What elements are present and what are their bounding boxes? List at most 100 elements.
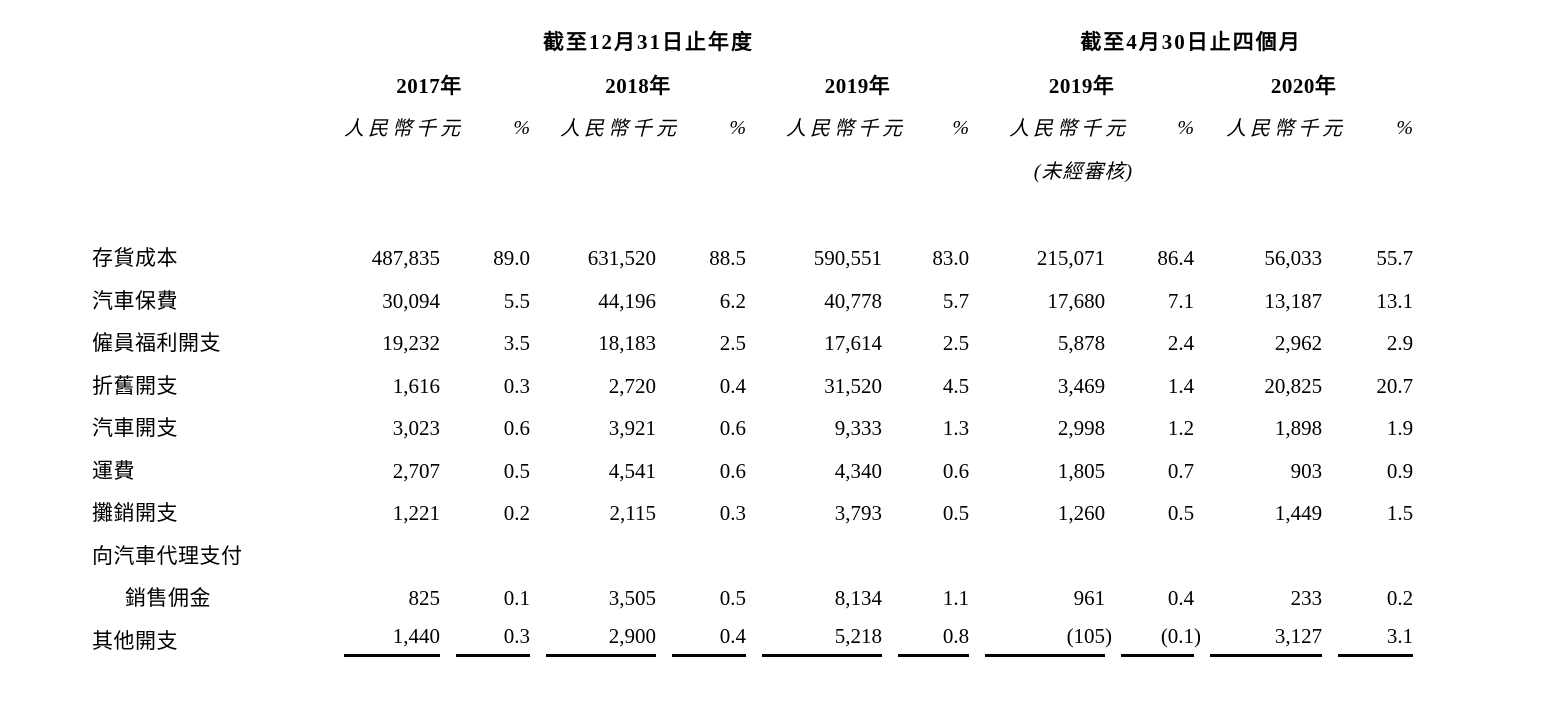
unaudited-cell: (未經審核) (969, 150, 1132, 192)
percent-cell: 2.5 (942, 331, 970, 356)
table-row: 存貨成本 487,835 89.0 631,520 88.5 590,551 83.0 215… (92, 237, 1413, 280)
percent-cell: 1.2 (1167, 416, 1195, 441)
percent-header: % (1396, 117, 1414, 139)
total-rule: 0.8 (898, 625, 970, 657)
row-label: 存貨成本 (92, 246, 178, 271)
amount-cell: 30,094 (382, 288, 440, 313)
header-spacer (92, 65, 328, 107)
amount-cell: 17,614 (824, 331, 882, 356)
percent-cell: 0.7 (1167, 458, 1195, 483)
percent-header: % (513, 117, 530, 139)
percent-cell (882, 535, 969, 578)
table-row: 汽車開支 3,023 0.6 3,921 0.6 9,333 1.3 2,998 1.2 1,89… (92, 407, 1413, 450)
table-body: 存貨成本 487,835 89.0 631,520 88.5 590,551 83.0 215… (92, 237, 1414, 663)
amount-cell: 44,196 (598, 288, 656, 313)
table-row: 折舊開支 1,616 0.3 2,720 0.4 31,520 4.5 3,469 1.4 20,… (92, 365, 1413, 408)
amount-cell: 233 (1290, 586, 1323, 611)
amount-cell: 3,127 (1194, 620, 1323, 663)
total-rule: 2,900 (546, 625, 656, 657)
amount-cell: 2,900 (530, 620, 656, 663)
percent-cell: 0.4 (656, 620, 746, 663)
amount-cell (328, 535, 440, 578)
amount-cell: 9,333 (834, 416, 882, 441)
percent-cell: 0.9 (1386, 458, 1414, 483)
percent-cell: 0.5 (942, 501, 970, 526)
total-rule: (105) (985, 625, 1112, 657)
amount-cell: 631,520 (587, 246, 656, 271)
total-rule: 5,218 (762, 625, 882, 657)
percent-cell: 0.5 (503, 458, 530, 483)
amount-cell: 3,921 (608, 416, 656, 441)
amount-cell: 13,187 (1264, 288, 1323, 313)
amount-cell: 2,962 (1274, 331, 1323, 356)
amount-cell: 1,898 (1274, 416, 1323, 441)
percent-header: % (1177, 117, 1195, 139)
percent-cell: 0.5 (1167, 501, 1195, 526)
percent-cell: 6.2 (719, 288, 746, 313)
row-label: 銷售佣金 (125, 586, 211, 611)
header-spacer (92, 150, 328, 192)
percent-cell: (0.1) (1105, 620, 1201, 663)
total-rule: (0.1) (1121, 625, 1201, 657)
amount-cell: 1,616 (392, 373, 440, 398)
row-label: 汽車保費 (92, 288, 178, 313)
unaudited-note: (未經審核) (1033, 160, 1134, 183)
percent-cell: 5.7 (942, 288, 970, 313)
table-row: 向汽車代理支付 (92, 535, 1413, 578)
percent-cell: 0.3 (503, 373, 530, 398)
percent-cell: 88.5 (709, 246, 746, 271)
percent-cell: 0.2 (1386, 586, 1414, 611)
year-header-2018: 2018年 (605, 73, 671, 98)
percent-cell: 0.6 (719, 458, 746, 483)
percent-cell: 1.1 (942, 586, 970, 611)
percent-cell: 20.7 (1376, 373, 1414, 398)
percent-cell: 0.4 (719, 373, 746, 398)
percent-cell (1105, 535, 1194, 578)
header-spacer (92, 192, 1413, 237)
header-spacer (1194, 150, 1322, 192)
group-header-year-ended-dec31: 截至12月31日止年度 (543, 30, 755, 55)
year-header-2020: 2020年 (1270, 73, 1337, 98)
unit-label: 人民幣千元 (344, 118, 464, 140)
amount-cell: 2,998 (1057, 416, 1106, 441)
percent-cell: 0.6 (503, 416, 530, 441)
amount-cell: 903 (1290, 458, 1323, 483)
table-header: 截至12月31日止年度 截至4月30日止四個月 2017年 2018年 2019… (92, 20, 1413, 237)
total-rule: 1,440 (344, 625, 440, 657)
row-label: 僱員福利開支 (92, 331, 221, 356)
amount-cell: (105) (969, 620, 1112, 663)
amount-cell: 18,183 (598, 331, 656, 356)
percent-cell: 1.9 (1386, 416, 1414, 441)
row-label: 汽車開支 (92, 416, 178, 441)
year-header-2017: 2017年 (396, 73, 462, 98)
amount-cell: 1,221 (392, 501, 440, 526)
percent-cell: 2.9 (1386, 331, 1414, 356)
amount-cell: 5,878 (1057, 331, 1106, 356)
unit-label: 人民幣千元 (560, 118, 680, 140)
spacer-row (92, 192, 1413, 237)
percent-cell: 0.2 (503, 501, 530, 526)
percent-cell: 0.4 (1167, 586, 1195, 611)
percent-cell: 0.6 (719, 416, 746, 441)
percent-cell: 55.7 (1376, 246, 1414, 271)
percent-cell (1322, 535, 1413, 578)
percent-cell: 2.5 (719, 331, 746, 356)
table-row: 攤銷開支 1,221 0.2 2,115 0.3 3,793 0.5 1,260 0.5 1,44… (92, 492, 1413, 535)
percent-cell: 0.3 (719, 501, 746, 526)
amount-cell: 961 (1073, 586, 1106, 611)
percent-cell: 89.0 (493, 246, 530, 271)
header-spacer (328, 150, 969, 192)
amount-cell: 17,680 (1047, 288, 1106, 313)
total-rule: 3,127 (1210, 625, 1323, 657)
amount-cell: 56,033 (1264, 246, 1323, 271)
amount-cell: 825 (408, 586, 441, 611)
amount-cell: 31,520 (824, 373, 882, 398)
year-header-2019-interim: 2019年 (1048, 73, 1115, 98)
header-spacer (1322, 150, 1413, 192)
row-label: 折舊開支 (92, 373, 178, 398)
amount-cell: 3,023 (392, 416, 440, 441)
percent-header: % (952, 117, 970, 139)
table-row: 僱員福利開支 19,232 3.5 18,183 2.5 17,614 2.5 5,878 2.… (92, 322, 1413, 365)
table-row: 其他開支 1,440 0.3 2,900 0.4 5,218 0.8 (105) (0.1) 3,… (92, 620, 1414, 663)
